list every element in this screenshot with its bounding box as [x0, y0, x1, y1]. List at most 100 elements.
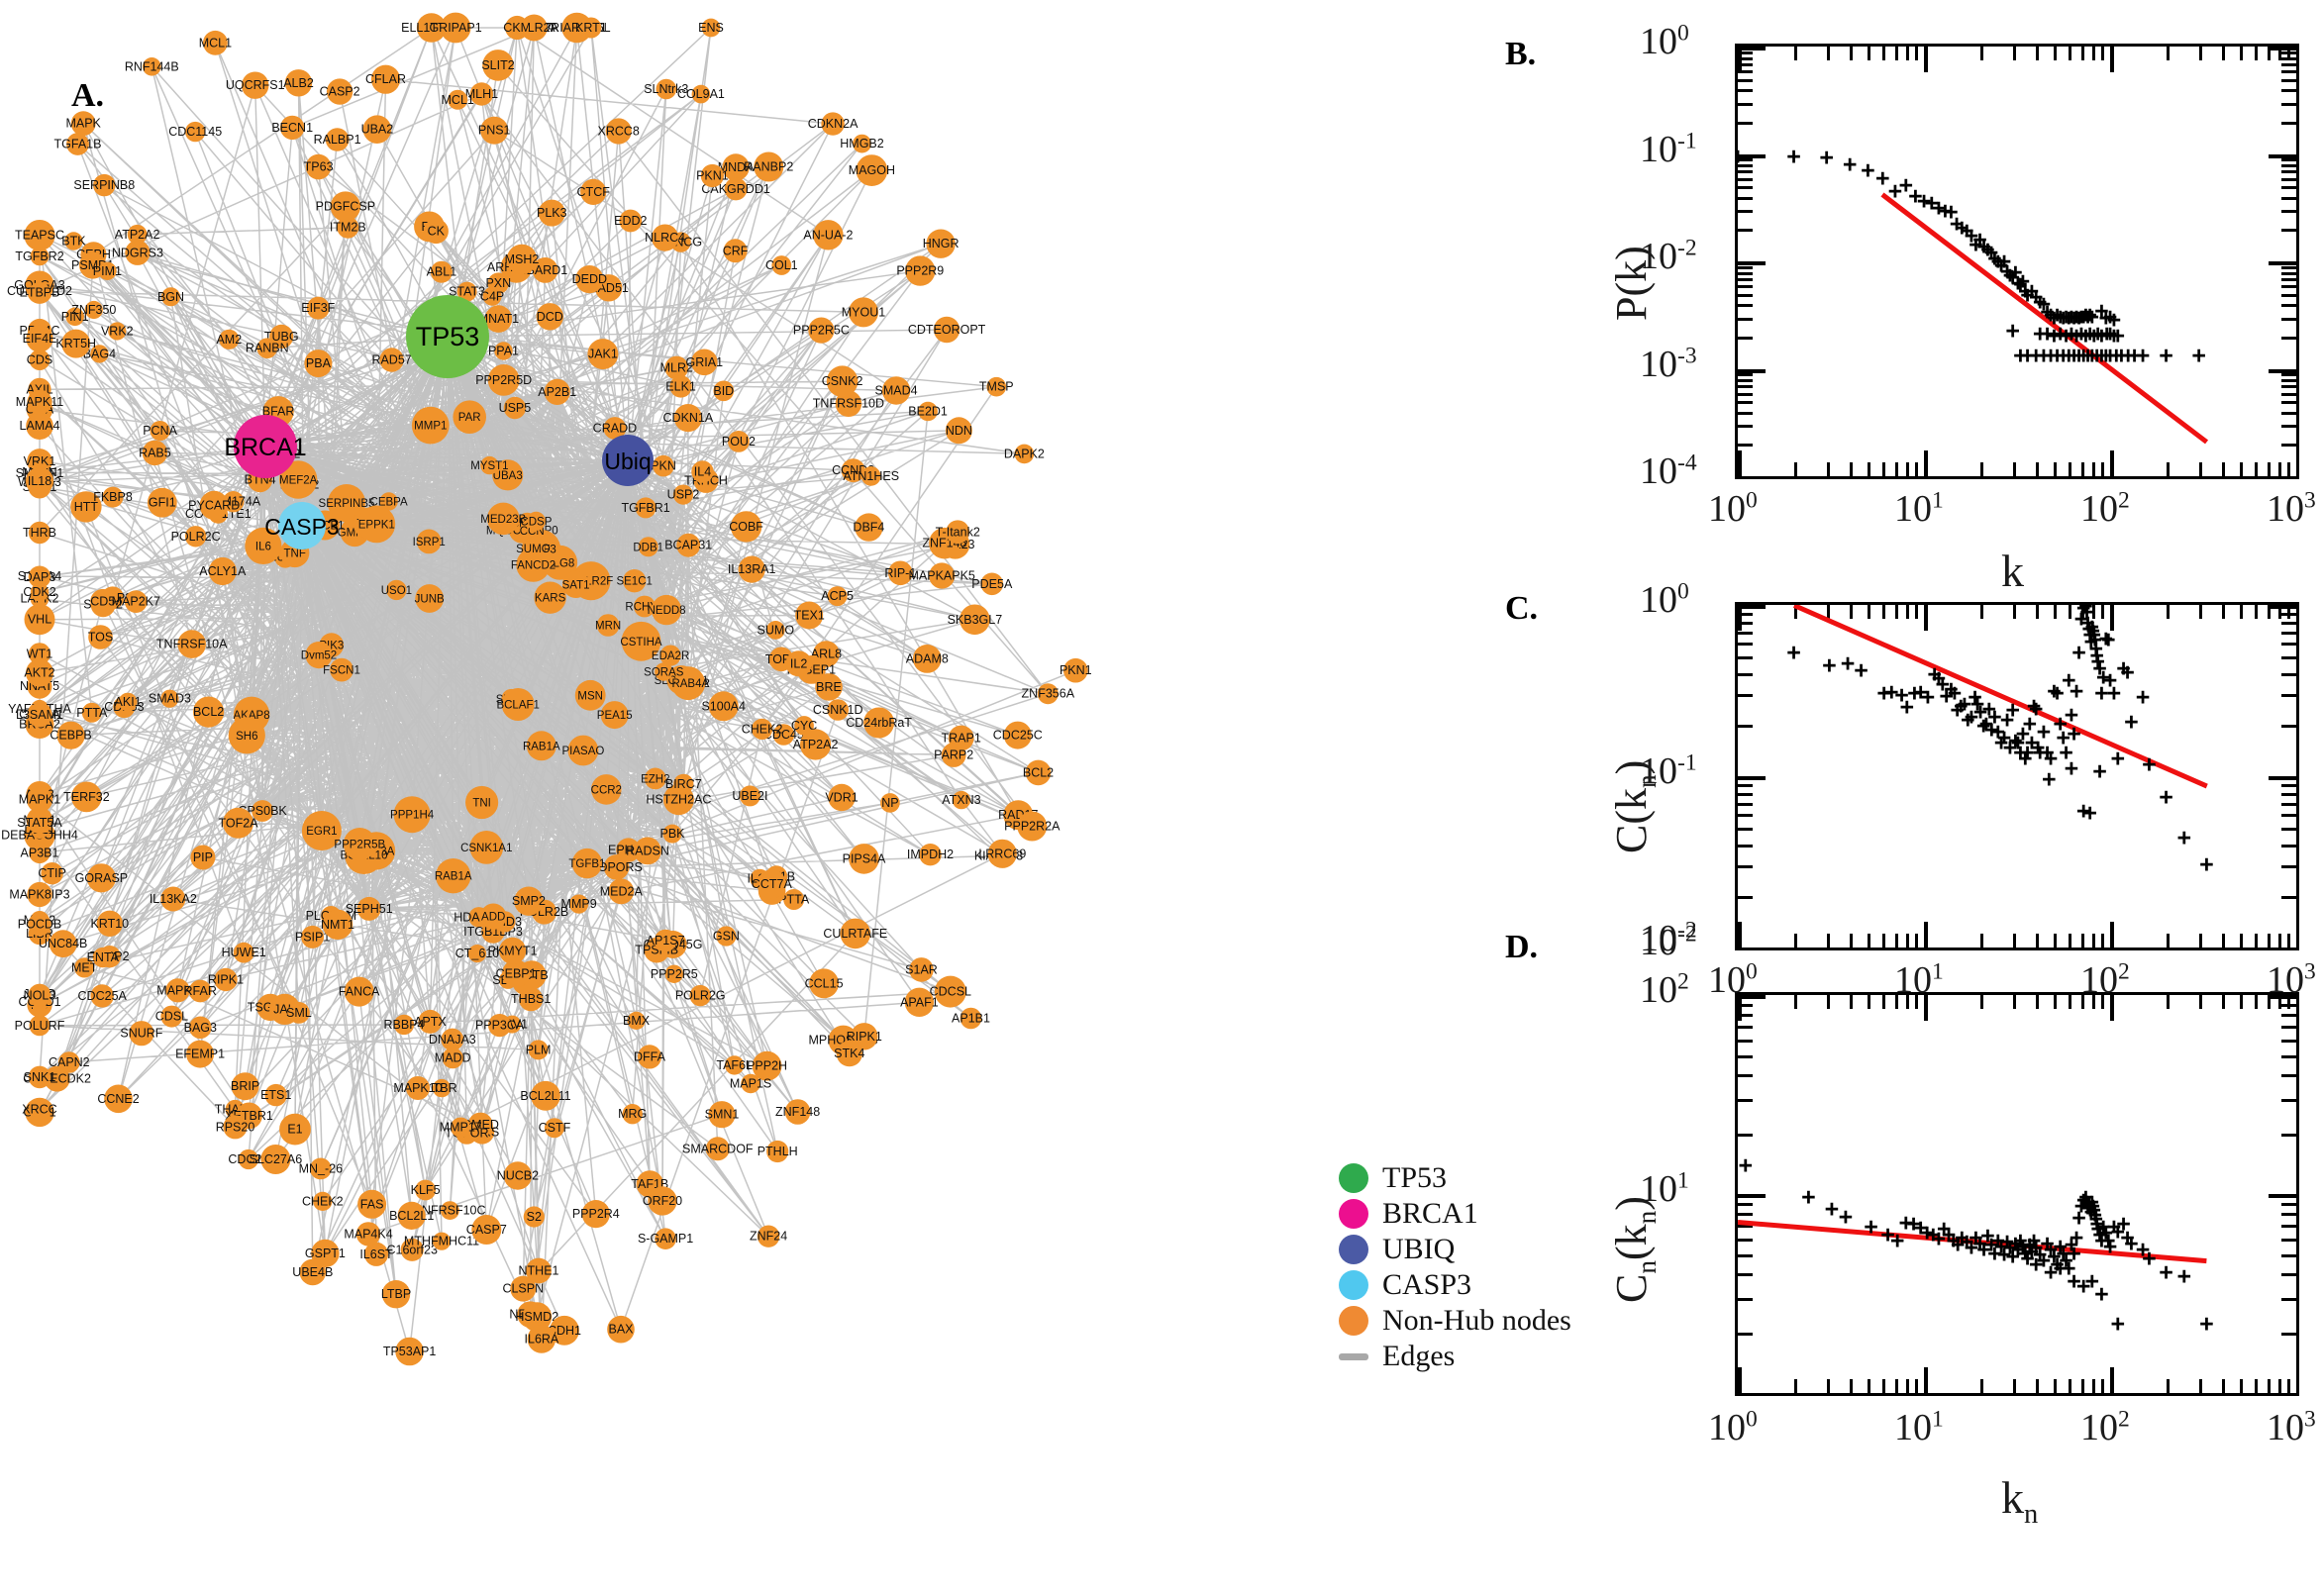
- network-node[interactable]: [945, 417, 972, 445]
- network-node[interactable]: [1017, 811, 1048, 842]
- network-node[interactable]: [655, 662, 673, 681]
- network-node[interactable]: [256, 338, 278, 359]
- network-node[interactable]: [61, 329, 91, 358]
- network-node[interactable]: [393, 796, 431, 834]
- network-node[interactable]: [484, 305, 513, 333]
- network-node[interactable]: [228, 717, 265, 754]
- hub-node-tp53[interactable]: TP53: [406, 295, 489, 378]
- network-node[interactable]: [521, 537, 546, 560]
- network-node[interactable]: [722, 153, 750, 181]
- network-node[interactable]: [813, 220, 844, 250]
- network-node[interactable]: [330, 657, 354, 682]
- network-node[interactable]: [741, 1073, 760, 1094]
- network-node[interactable]: [370, 64, 401, 94]
- network-node[interactable]: [29, 1098, 50, 1121]
- network-node[interactable]: [723, 239, 748, 263]
- network-node[interactable]: [851, 1023, 878, 1050]
- network-node[interactable]: [912, 645, 942, 673]
- network-node[interactable]: [926, 229, 956, 258]
- network-node[interactable]: [49, 930, 77, 958]
- network-node[interactable]: [357, 1189, 387, 1219]
- network-node[interactable]: [880, 793, 900, 813]
- network-node[interactable]: [26, 786, 53, 813]
- network-node[interactable]: [713, 380, 735, 402]
- network-node[interactable]: [909, 957, 934, 982]
- network-node[interactable]: [662, 824, 682, 844]
- network-node[interactable]: [252, 800, 273, 822]
- network-node[interactable]: [280, 115, 305, 141]
- network-node[interactable]: [129, 1021, 154, 1047]
- network-node[interactable]: [526, 731, 556, 761]
- network-node[interactable]: [185, 121, 206, 143]
- network-node[interactable]: [58, 1051, 80, 1073]
- network-node[interactable]: [393, 1014, 415, 1036]
- network-node[interactable]: [519, 987, 544, 1012]
- network-node[interactable]: [929, 562, 956, 589]
- network-node[interactable]: [505, 15, 530, 41]
- network-node[interactable]: [728, 431, 750, 452]
- network-node[interactable]: [596, 614, 620, 637]
- network-node[interactable]: [730, 511, 762, 543]
- network-node[interactable]: [71, 781, 102, 813]
- network-node[interactable]: [223, 1115, 248, 1140]
- network-node[interactable]: [147, 487, 177, 518]
- network-node[interactable]: [279, 1113, 311, 1146]
- network-node[interactable]: [888, 560, 913, 586]
- network-node[interactable]: [343, 828, 376, 860]
- network-node[interactable]: [29, 1015, 50, 1037]
- network-node[interactable]: [635, 497, 656, 519]
- hub-node-ubiq[interactable]: Ubiq: [602, 435, 654, 486]
- network-node[interactable]: [506, 244, 538, 275]
- network-node[interactable]: [355, 1222, 381, 1247]
- network-node[interactable]: [223, 807, 253, 839]
- network-node[interactable]: [752, 1050, 782, 1081]
- network-node[interactable]: [416, 13, 447, 43]
- network-node[interactable]: [676, 533, 701, 557]
- network-node[interactable]: [863, 707, 895, 739]
- network-node[interactable]: [952, 790, 971, 810]
- network-node[interactable]: [765, 621, 785, 640]
- network-node[interactable]: [465, 785, 499, 820]
- network-node[interactable]: [634, 595, 656, 618]
- network-node[interactable]: [356, 896, 381, 921]
- network-node[interactable]: [600, 701, 629, 730]
- network-node[interactable]: [150, 421, 170, 442]
- network-node[interactable]: [603, 854, 630, 880]
- network-node[interactable]: [24, 220, 55, 251]
- network-node[interactable]: [279, 460, 318, 499]
- network-node[interactable]: [673, 404, 703, 433]
- network-node[interactable]: [501, 688, 535, 721]
- network-node[interactable]: [919, 844, 942, 866]
- network-node[interactable]: [1014, 444, 1035, 464]
- network-node[interactable]: [634, 837, 661, 865]
- network-node[interactable]: [946, 520, 970, 545]
- network-node[interactable]: [651, 594, 682, 626]
- network-node[interactable]: [74, 957, 95, 978]
- network-node[interactable]: [605, 118, 632, 145]
- network-node[interactable]: [327, 484, 366, 523]
- network-node[interactable]: [214, 967, 238, 992]
- network-node[interactable]: [304, 349, 333, 378]
- network-node[interactable]: [325, 128, 350, 151]
- network-node[interactable]: [581, 1200, 610, 1229]
- network-node[interactable]: [102, 486, 124, 508]
- network-node[interactable]: [987, 839, 1017, 868]
- network-node[interactable]: [691, 349, 718, 376]
- network-node[interactable]: [708, 1101, 736, 1129]
- network-node[interactable]: [536, 303, 563, 331]
- network-node[interactable]: [301, 811, 342, 850]
- network-node[interactable]: [29, 842, 50, 864]
- network-node[interactable]: [849, 297, 878, 328]
- network-node[interactable]: [190, 845, 216, 870]
- network-node[interactable]: [165, 978, 190, 1003]
- network-node[interactable]: [28, 1065, 51, 1089]
- network-node[interactable]: [623, 569, 647, 593]
- network-node[interactable]: [245, 527, 282, 565]
- network-node[interactable]: [567, 735, 599, 766]
- network-node[interactable]: [934, 975, 966, 1008]
- network-node[interactable]: [313, 1191, 333, 1211]
- network-node[interactable]: [531, 1080, 560, 1111]
- network-node[interactable]: [487, 364, 520, 396]
- network-node[interactable]: [56, 721, 85, 749]
- network-node[interactable]: [853, 134, 871, 153]
